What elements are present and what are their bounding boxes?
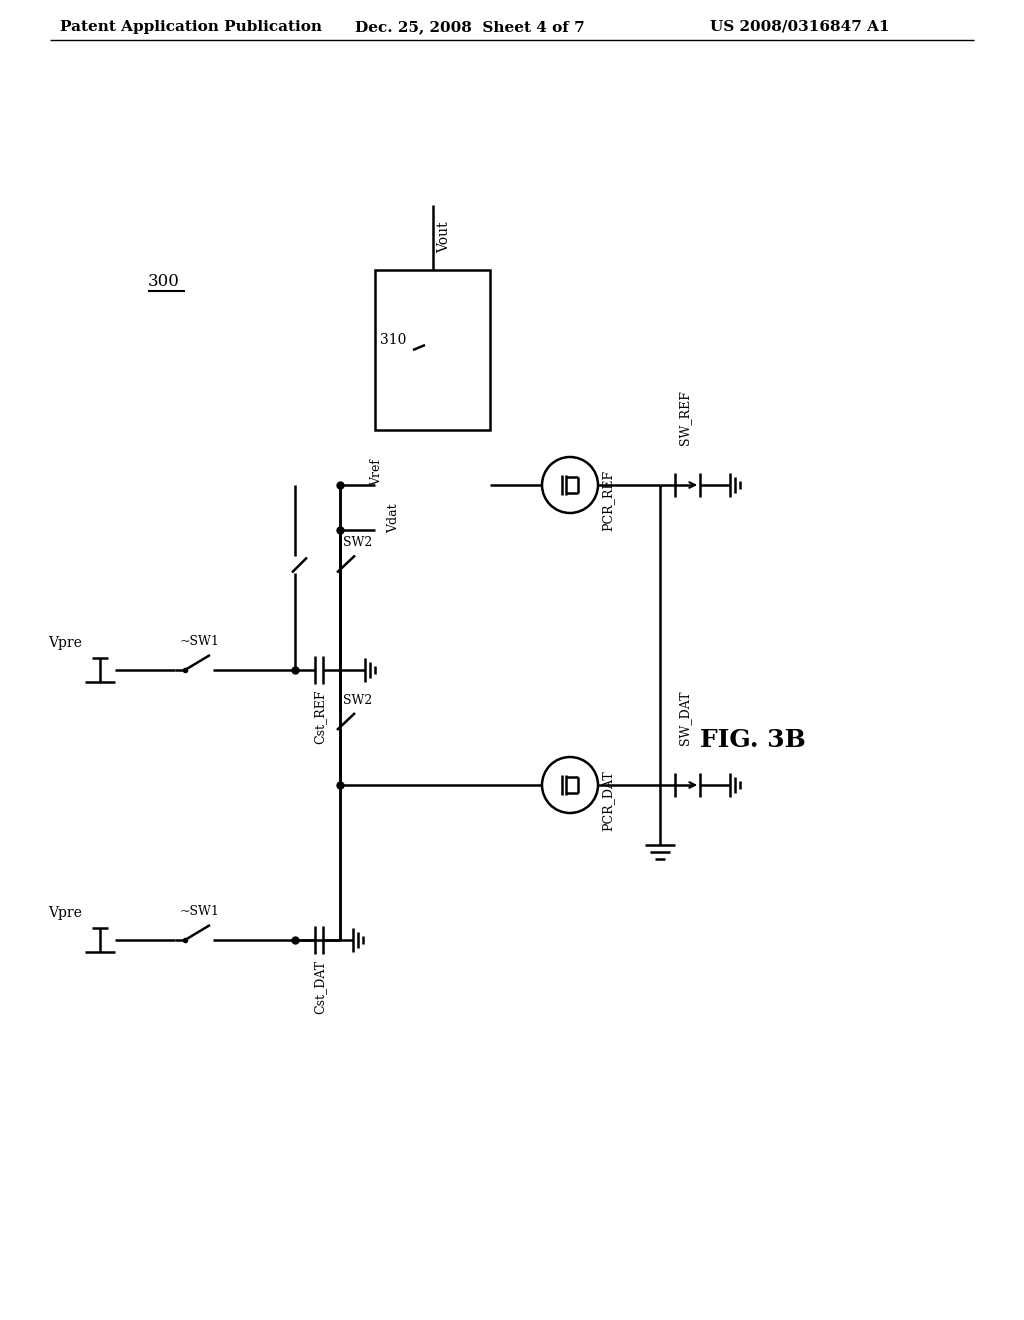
Text: Cst_DAT: Cst_DAT — [313, 960, 326, 1014]
Circle shape — [542, 457, 598, 513]
Text: PCR_DAT: PCR_DAT — [601, 770, 614, 830]
Text: US 2008/0316847 A1: US 2008/0316847 A1 — [710, 20, 890, 34]
Text: Cst_REF: Cst_REF — [313, 690, 326, 744]
Circle shape — [542, 756, 598, 813]
Text: FIG. 3B: FIG. 3B — [700, 729, 806, 752]
Text: Vout: Vout — [437, 222, 452, 253]
Text: SW_DAT: SW_DAT — [678, 690, 691, 744]
Text: ~SW1: ~SW1 — [180, 635, 220, 648]
Text: SW_REF: SW_REF — [678, 391, 691, 445]
Text: Dec. 25, 2008  Sheet 4 of 7: Dec. 25, 2008 Sheet 4 of 7 — [355, 20, 585, 34]
Bar — [375, 271, 490, 430]
Text: Vref: Vref — [370, 459, 383, 487]
Text: Vpre: Vpre — [48, 636, 82, 649]
Text: Patent Application Publication: Patent Application Publication — [60, 20, 322, 34]
Text: ~SW1: ~SW1 — [180, 906, 220, 917]
Text: PCR_REF: PCR_REF — [601, 470, 614, 531]
Text: Vdat: Vdat — [387, 503, 400, 533]
Text: 310: 310 — [380, 333, 407, 347]
Text: 300: 300 — [148, 273, 180, 290]
Text: Vpre: Vpre — [48, 906, 82, 920]
Text: SW2: SW2 — [343, 694, 373, 708]
Text: SW2: SW2 — [343, 536, 373, 549]
